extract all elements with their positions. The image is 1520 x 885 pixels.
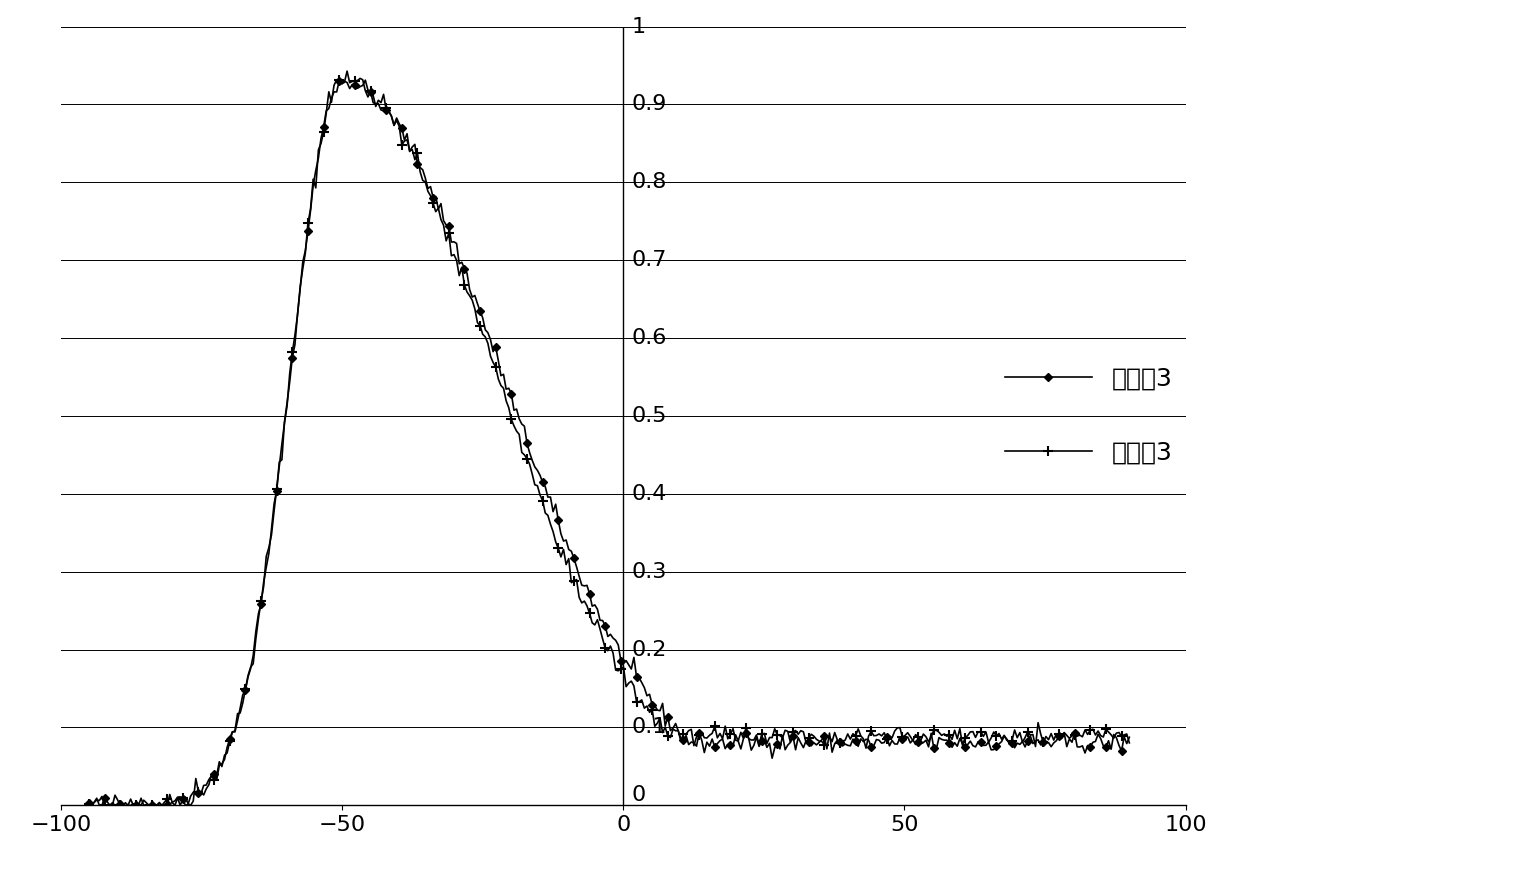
比较例3	[497, 384, 515, 395]
Text: 0.6: 0.6	[632, 328, 667, 348]
实施例3	[208, 770, 226, 781]
比较例3	[208, 774, 226, 785]
比较例3	[333, 74, 351, 85]
Text: 0.7: 0.7	[632, 250, 667, 270]
Text: 0: 0	[632, 785, 646, 805]
Text: 1: 1	[632, 17, 646, 36]
Text: 0.4: 0.4	[632, 484, 667, 504]
实施例3	[82, 800, 100, 811]
Text: 0.9: 0.9	[632, 95, 667, 114]
Line: 实施例3: 实施例3	[84, 66, 1134, 810]
Text: 0.5: 0.5	[632, 406, 667, 426]
实施例3	[841, 734, 859, 744]
实施例3	[497, 396, 515, 406]
实施例3	[79, 799, 97, 810]
Text: 0.2: 0.2	[632, 640, 667, 659]
比较例3	[79, 797, 97, 808]
Line: 比较例3: 比较例3	[85, 77, 1132, 809]
比较例3	[740, 733, 758, 743]
Text: 0.1: 0.1	[632, 718, 667, 737]
Text: 0.3: 0.3	[632, 562, 667, 581]
Legend: 比较例3, 实施例3: 比较例3, 实施例3	[1005, 367, 1173, 465]
实施例3	[836, 735, 854, 745]
实施例3	[740, 734, 758, 744]
比较例3	[1120, 732, 1138, 743]
比较例3	[424, 192, 442, 203]
实施例3	[337, 65, 356, 76]
实施例3	[1120, 737, 1138, 748]
比较例3	[841, 741, 859, 751]
实施例3	[424, 198, 442, 209]
比较例3	[82, 800, 100, 811]
比较例3	[836, 739, 854, 750]
Text: 0.8: 0.8	[632, 173, 667, 192]
